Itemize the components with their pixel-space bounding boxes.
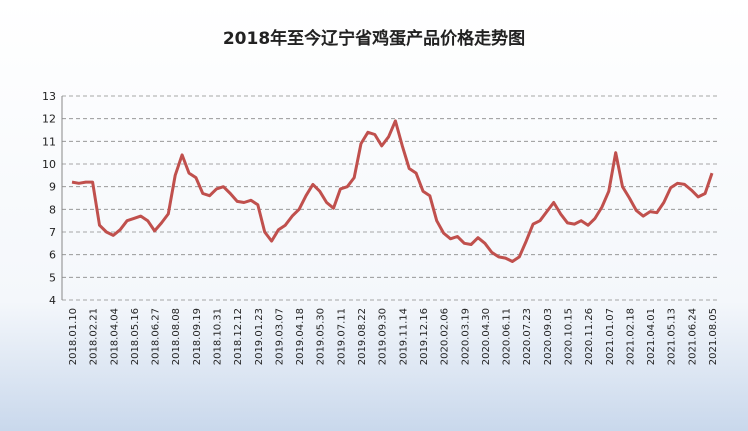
x-tick-label: 2018.06.27 xyxy=(151,308,162,365)
x-tick-label: 2020.11.26 xyxy=(584,308,595,365)
y-tick-label: 12 xyxy=(42,113,56,126)
x-tick-label: 2021.01.07 xyxy=(605,308,616,365)
y-tick-label: 7 xyxy=(49,226,56,239)
y-tick-label: 6 xyxy=(49,249,56,262)
y-tick-label: 11 xyxy=(42,135,56,148)
x-tick-label: 2018.01.10 xyxy=(68,308,79,365)
x-tick-label: 2019.01.23 xyxy=(254,308,265,365)
x-tick-label: 2019.11.14 xyxy=(398,308,409,365)
y-tick-label: 10 xyxy=(42,158,56,171)
x-tick-label: 2020.02.06 xyxy=(440,308,451,365)
x-tick-label: 2020.03.19 xyxy=(460,308,471,365)
x-tick-label: 2018.05.16 xyxy=(130,308,141,365)
x-tick-label: 2020.04.30 xyxy=(481,308,492,365)
x-tick-label: 2020.10.15 xyxy=(563,308,574,365)
x-tick-label: 2019.04.18 xyxy=(295,308,306,365)
x-tick-label: 2019.12.16 xyxy=(419,308,430,365)
x-tick-label: 2019.08.22 xyxy=(357,308,368,365)
y-tick-label: 9 xyxy=(49,181,56,194)
x-tick-label: 2018.08.08 xyxy=(171,308,182,365)
x-tick-label: 2021.04.01 xyxy=(646,308,657,365)
x-tick-label: 2019.05.30 xyxy=(316,308,327,365)
x-tick-label: 2020.09.03 xyxy=(543,308,554,365)
y-tick-label: 5 xyxy=(49,271,56,284)
x-tick-label: 2019.03.07 xyxy=(274,308,285,365)
x-tick-label: 2018.09.19 xyxy=(192,308,203,365)
y-tick-label: 4 xyxy=(49,294,56,307)
price-line xyxy=(71,119,714,263)
x-tick-label: 2021.06.24 xyxy=(687,308,698,365)
x-tick-label: 2020.06.11 xyxy=(502,308,513,365)
x-tick-label: 2018.04.04 xyxy=(109,308,120,365)
chart-title: 2018年至今辽宁省鸡蛋产品价格走势图 xyxy=(223,28,525,49)
x-tick-label: 2019.09.30 xyxy=(378,308,389,365)
x-tick-label: 2021.02.18 xyxy=(625,308,636,365)
x-tick-label: 2020.07.23 xyxy=(522,308,533,365)
y-tick-label: 13 xyxy=(42,90,56,103)
x-tick-label: 2019.07.11 xyxy=(336,308,347,365)
x-tick-label: 2018.12.12 xyxy=(233,308,244,365)
x-tick-label: 2021.08.05 xyxy=(708,308,719,365)
y-tick-label: 8 xyxy=(49,203,56,216)
x-tick-label: 2021.05.13 xyxy=(667,308,678,365)
x-tick-label: 2018.02.21 xyxy=(89,308,100,365)
x-tick-label: 2018.10.31 xyxy=(213,308,224,365)
